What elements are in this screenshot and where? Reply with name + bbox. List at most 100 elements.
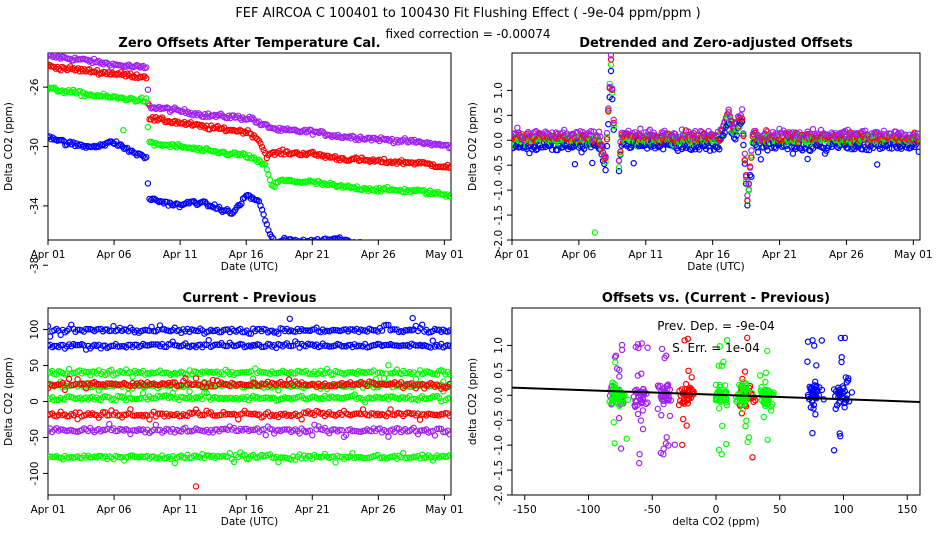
point-green (426, 187, 434, 194)
panel-title: Detrended and Zero-adjusted Offsets (579, 36, 853, 51)
plot-frame (47, 52, 452, 241)
cluster-point (745, 434, 753, 441)
point-red (298, 416, 305, 423)
point-green (330, 453, 337, 460)
y-axis-label: Delta CO2 (ppm) (3, 102, 15, 191)
point-blue (383, 321, 390, 329)
point-band (637, 125, 644, 132)
cluster-point (721, 382, 729, 389)
cluster-point (718, 451, 725, 458)
x-tick-label: Apr 21 (295, 504, 330, 516)
point-blue (284, 237, 291, 240)
point-green (265, 171, 272, 178)
cluster-point (832, 388, 840, 395)
point-blue (195, 200, 202, 208)
point-purple (309, 432, 316, 439)
point-band (748, 154, 755, 161)
point-band (736, 124, 743, 131)
point-band (607, 56, 615, 63)
outlier-point (409, 314, 416, 322)
point-purple (152, 421, 159, 428)
point-red (192, 375, 200, 382)
point-blue (429, 337, 436, 344)
point-blue (245, 330, 252, 337)
cluster-point (764, 436, 771, 443)
point-green (277, 454, 284, 461)
cluster-point (612, 359, 619, 366)
point-band (603, 136, 611, 143)
fit-line (512, 386, 920, 403)
point-blue (274, 241, 279, 246)
cluster-point (664, 381, 672, 388)
point-blue (262, 217, 269, 224)
point-red (387, 406, 394, 413)
point-band (607, 61, 615, 68)
cluster-point (813, 362, 820, 369)
point-band (603, 142, 611, 150)
point-purple (447, 144, 451, 151)
cluster-point (741, 385, 748, 392)
point-blue (351, 239, 354, 240)
point-green (345, 369, 352, 376)
cluster-point (660, 386, 667, 393)
point-blue (321, 342, 329, 349)
point-green (406, 454, 413, 461)
point-green (199, 395, 206, 403)
point-purple (336, 426, 343, 434)
point-blue (359, 243, 364, 248)
cluster-point (618, 341, 626, 349)
point-blue (275, 330, 282, 337)
point-green (378, 369, 386, 377)
point-green (383, 370, 390, 377)
cluster-point (609, 379, 616, 386)
point-green (226, 449, 233, 457)
cluster-point (610, 419, 618, 426)
cluster-point (634, 410, 642, 418)
y-tick-label: -2.0 (493, 485, 505, 506)
point-red (414, 410, 422, 417)
y-tick-label: 100 (29, 320, 41, 340)
point-band (914, 130, 920, 137)
point-green (287, 176, 294, 184)
cluster-point (841, 334, 849, 342)
cluster-point (632, 403, 639, 410)
point-blue (263, 221, 270, 228)
point-red (61, 386, 69, 394)
point-blue (228, 210, 236, 217)
point-purple (255, 118, 263, 125)
x-axis-label: Date (UTC) (221, 516, 278, 528)
point-band (863, 146, 870, 153)
point-green (385, 362, 392, 369)
point-blue (150, 341, 157, 348)
point-band (610, 119, 617, 127)
point-band (587, 128, 595, 135)
point-blue (298, 239, 303, 240)
point-band (789, 150, 797, 157)
point-green (446, 452, 451, 459)
point-green (79, 89, 87, 96)
point-blue (397, 254, 402, 259)
outlier-point (120, 126, 127, 134)
point-purple (371, 134, 378, 142)
point-blue (163, 198, 171, 206)
point-red (209, 376, 217, 384)
point-green (156, 393, 164, 400)
x-tick-label: Apr 06 (97, 249, 132, 261)
point-blue (385, 321, 392, 329)
point-green (247, 368, 255, 375)
cluster-point (678, 386, 686, 393)
point-purple (150, 426, 157, 434)
point-green (87, 454, 94, 461)
y-tick-label: -0.5 (493, 410, 505, 431)
point-green (404, 454, 411, 461)
point-green (400, 449, 407, 457)
point-band (748, 147, 755, 154)
point-blue (418, 245, 423, 250)
point-blue (415, 248, 420, 253)
point-green (387, 393, 394, 400)
point-band (589, 159, 596, 167)
point-purple (446, 431, 451, 438)
point-red (446, 380, 451, 388)
point-band (797, 145, 805, 152)
point-band (874, 161, 881, 168)
